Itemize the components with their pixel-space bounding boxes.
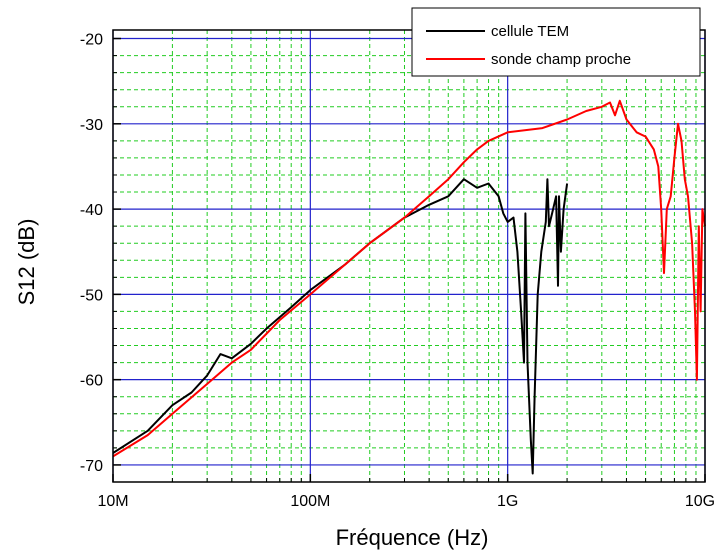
series-line-sonde-champ-proche	[112, 99, 706, 458]
x-axis-title: Fréquence (Hz)	[336, 525, 489, 550]
legend-label-sonde-champ-proche: sonde champ proche	[491, 51, 631, 68]
x-tick-label: 10G	[685, 493, 715, 510]
x-tick-label: 1G	[497, 493, 518, 510]
y-tick-label: -20	[80, 32, 103, 49]
tick-labels: 10M 100M 1G 10G -20 -30 -40 -50 -60 -70	[80, 32, 715, 510]
y-tick-label: -40	[80, 202, 103, 219]
y-tick-label: -50	[80, 287, 103, 304]
series-layer	[112, 99, 706, 475]
minor-grid	[113, 30, 705, 482]
y-tick-label: -70	[80, 458, 103, 475]
axis-ticks	[112, 37, 706, 482]
y-tick-label: -60	[80, 373, 103, 390]
y-tick-label: -30	[80, 117, 103, 134]
x-tick-label: 10M	[97, 493, 128, 510]
legend-box	[411, 7, 701, 77]
x-tick-label: 100M	[290, 493, 330, 510]
legend: cellule TEM sonde champ proche	[411, 7, 701, 77]
plot-frame	[112, 29, 706, 483]
legend-label-cellule-tem: cellule TEM	[491, 23, 569, 40]
y-axis-title: S12 (dB)	[14, 219, 39, 306]
series-line-cellule-tem	[112, 178, 569, 475]
